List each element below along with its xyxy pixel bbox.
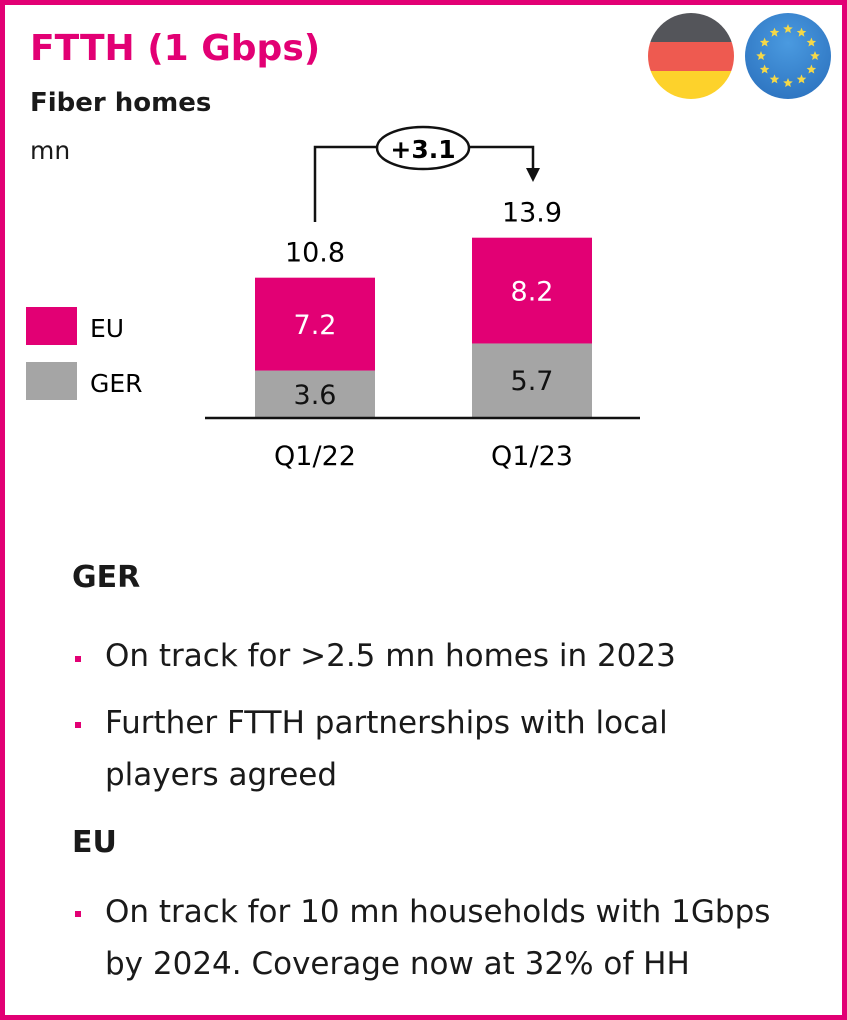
star-icon — [783, 78, 793, 87]
bullet-text: players agreed — [105, 757, 338, 793]
bullet-text: On track for 10 mn households with 1Gbps — [105, 894, 771, 930]
total-label: 10.8 — [285, 238, 345, 269]
star-icon — [759, 64, 770, 74]
star-icon — [806, 37, 817, 47]
page-title: FTTH (1 Gbps) — [30, 28, 321, 69]
x-tick-label: Q1/22 — [274, 441, 356, 472]
bullet-icon — [75, 656, 81, 662]
bullet-text: On track for >2.5 mn homes in 2023 — [105, 638, 676, 674]
section-heading-ger: GER — [72, 560, 141, 595]
star-icon — [756, 51, 766, 60]
growth-annotation: +3.1 — [390, 135, 455, 164]
legend-label-ger: GER — [90, 369, 143, 398]
x-tick-label: Q1/23 — [491, 441, 573, 472]
chart-unit: mn — [30, 136, 71, 165]
bar-value-label: 8.2 — [511, 277, 554, 308]
bar-ger-1 — [472, 343, 592, 417]
star-icon — [810, 51, 820, 60]
total-label: 13.9 — [502, 198, 562, 229]
bar-value-label: 7.2 — [294, 310, 337, 341]
bar-eu-0 — [255, 277, 375, 371]
bar-eu-1 — [472, 237, 592, 344]
star-icon — [783, 24, 793, 33]
star-icon — [769, 74, 780, 84]
bullet-icon — [75, 911, 81, 917]
section-heading-eu: EU — [72, 825, 117, 860]
germany-flag-icon — [648, 13, 734, 99]
legend: EU GER — [26, 307, 143, 400]
bar-ger-0 — [255, 370, 375, 417]
star-icon — [806, 64, 817, 74]
bullet-text: by 2024. Coverage now at 32% of HH — [105, 946, 690, 982]
legend-swatch-eu — [26, 307, 77, 345]
chart-subtitle: Fiber homes — [30, 88, 212, 118]
bullet-text: Further FTTH partnerships with local — [105, 705, 668, 741]
bar-value-label: 5.7 — [511, 366, 554, 397]
bar-value-label: 3.6 — [294, 380, 337, 411]
bullet-icon — [75, 722, 81, 728]
star-icon — [759, 37, 770, 47]
star-icon — [796, 74, 807, 84]
legend-label-eu: EU — [90, 314, 124, 343]
eu-flag-icon — [745, 13, 831, 99]
star-icon — [769, 27, 780, 37]
growth-arrow: +3.1 — [313, 125, 540, 222]
star-icon — [796, 27, 807, 37]
legend-swatch-ger — [26, 362, 77, 400]
